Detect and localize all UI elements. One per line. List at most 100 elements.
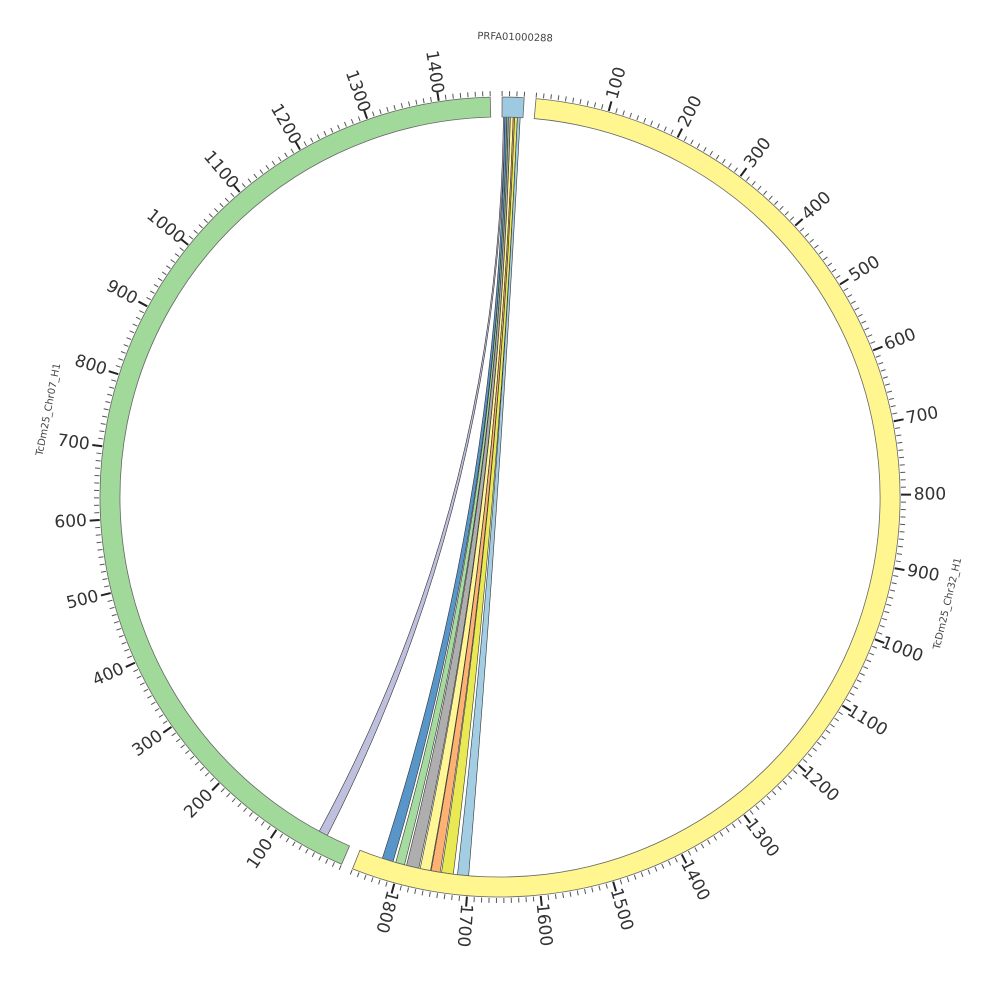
major-tick (100, 592, 111, 597)
minor-tick (843, 287, 849, 292)
minor-tick (728, 163, 732, 168)
minor-tick (118, 358, 124, 361)
minor-tick (115, 365, 121, 368)
minor-tick (124, 648, 130, 652)
minor-tick (774, 200, 779, 205)
minor-tick (379, 109, 382, 115)
minor-tick (298, 845, 302, 851)
minor-tick (325, 858, 329, 864)
minor-tick (400, 103, 403, 109)
minor-tick (143, 688, 149, 693)
minor-tick (96, 452, 102, 455)
minor-tick (330, 127, 334, 133)
minor-tick (893, 574, 899, 577)
tick-label: 200 (674, 93, 706, 131)
major-tick (893, 418, 904, 423)
minor-tick (564, 96, 567, 102)
major-tick (436, 90, 440, 101)
minor-tick (103, 585, 110, 588)
minor-tick (185, 750, 190, 755)
minor-tick (316, 134, 320, 140)
minor-tick (661, 863, 665, 869)
major-tick (232, 183, 241, 193)
minor-tick (118, 634, 124, 638)
minor-tick (650, 120, 654, 126)
minor-tick (279, 833, 283, 839)
minor-tick (896, 434, 902, 437)
minor-tick (231, 797, 236, 803)
minor-tick (804, 233, 810, 238)
minor-tick (812, 747, 817, 752)
minor-tick (372, 111, 375, 117)
minor-tick (102, 578, 108, 581)
tick-label: 300 (129, 726, 167, 761)
minor-tick (542, 93, 545, 99)
minor-tick (170, 259, 176, 263)
minor-tick (111, 379, 117, 382)
minor-tick (884, 383, 891, 386)
minor-tick (569, 891, 572, 897)
minor-tick (399, 885, 402, 891)
minor-tick (579, 99, 582, 105)
minor-tick (629, 112, 632, 118)
tick-label: 1400 (676, 856, 713, 904)
major-tick (794, 218, 804, 227)
minor-tick (766, 795, 771, 801)
minor-tick (696, 143, 701, 149)
minor-tick (393, 104, 396, 111)
minor-tick (707, 839, 711, 845)
minor-tick (349, 869, 353, 875)
minor-tick (719, 831, 724, 837)
minor-tick (709, 150, 714, 156)
major-tick (676, 128, 683, 138)
minor-tick (835, 275, 841, 279)
minor-tick (331, 862, 335, 867)
minor-tick (782, 780, 788, 785)
minor-tick (344, 121, 347, 127)
tick-label: 1000 (142, 205, 188, 248)
minor-tick (845, 698, 851, 703)
minor-tick (598, 885, 601, 891)
major-tick (839, 278, 850, 286)
major-tick (92, 444, 103, 448)
tick-label: 900 (103, 276, 141, 309)
minor-tick (277, 156, 282, 162)
tick-label: 1700 (453, 903, 476, 948)
minor-tick (746, 176, 750, 181)
minor-tick (789, 216, 795, 221)
minor-tick (847, 294, 853, 298)
minor-tick (654, 866, 658, 872)
minor-tick (443, 894, 446, 900)
minor-tick (253, 173, 258, 179)
minor-tick (888, 596, 894, 599)
minor-tick (755, 805, 760, 811)
minor-tick (179, 247, 184, 252)
minor-tick (892, 412, 898, 415)
minor-tick (265, 164, 270, 170)
minor-tick (153, 284, 159, 288)
minor-tick (224, 197, 229, 203)
minor-tick (310, 137, 314, 143)
minor-tick (817, 741, 822, 746)
minor-tick (850, 300, 856, 304)
minor-tick (406, 887, 410, 893)
minor-tick (105, 401, 111, 404)
tick-label: 700 (56, 431, 91, 455)
tick-label: 1500 (606, 886, 637, 933)
minor-tick (854, 307, 860, 311)
major-tick (680, 853, 688, 864)
minor-tick (180, 744, 185, 749)
minor-tick (458, 895, 461, 901)
minor-tick (175, 738, 181, 743)
minor-tick (113, 620, 119, 624)
tick-label: 1100 (199, 147, 242, 193)
minor-tick (129, 330, 135, 334)
minor-tick (97, 548, 103, 551)
minor-tick (687, 850, 692, 856)
minor-tick (414, 888, 417, 895)
minor-tick (809, 238, 814, 243)
minor-tick (100, 422, 106, 425)
major-tick (362, 108, 369, 119)
minor-tick (436, 893, 439, 899)
